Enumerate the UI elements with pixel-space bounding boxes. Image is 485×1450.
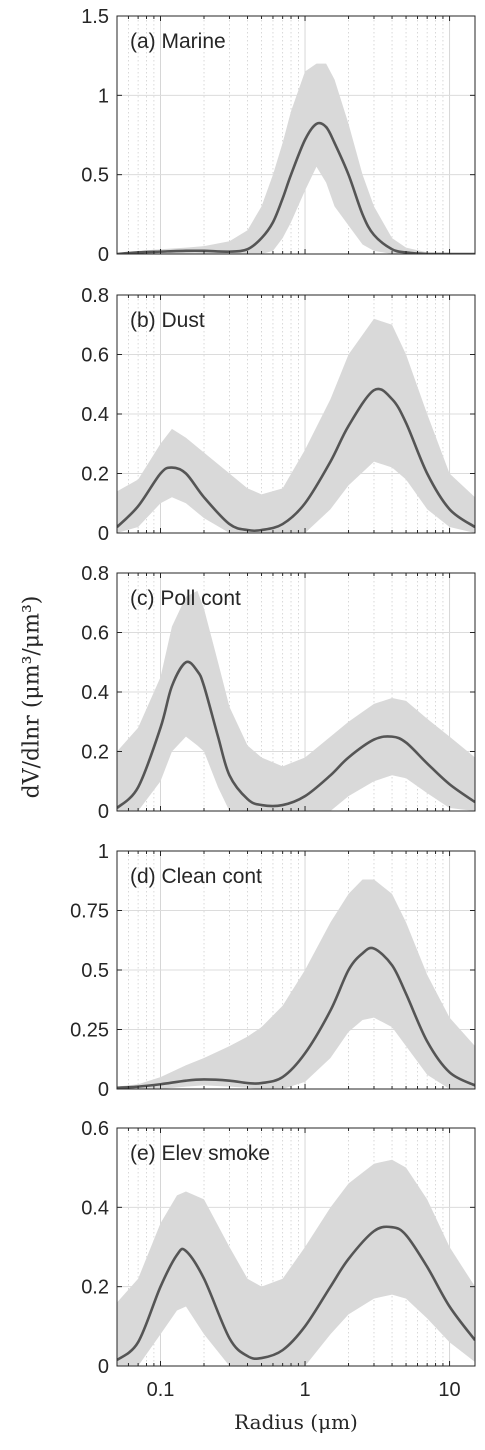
y-tick-label: 1 <box>98 85 109 107</box>
y-tick-label: 0 <box>98 1356 109 1378</box>
panel-5-label: (e) Elev smoke <box>130 1142 270 1165</box>
y-tick-label: 0 <box>98 801 109 823</box>
panel-1: 0 0.5 1 1.5 (a) Marine <box>81 6 476 266</box>
panel-4-median-line <box>117 946 475 1089</box>
y-tick-label: 1.5 <box>81 6 109 28</box>
y-tick-label: 0.2 <box>81 742 109 764</box>
y-tick-label: 0.5 <box>81 165 109 187</box>
panel-2: 0 0.2 0.4 0.6 0.8 (b) Dust <box>81 285 476 545</box>
y-tick-label: 0.25 <box>70 1020 109 1042</box>
panel-5-median-line <box>117 1225 475 1362</box>
panel-1-label: (a) Marine <box>130 30 226 53</box>
y-tick-label: 0.8 <box>81 285 109 307</box>
panel-4-label: (d) Clean cont <box>130 865 262 888</box>
panel-3: 0 0.2 0.4 0.6 0.8 (c) Poll cont <box>81 563 476 823</box>
y-tick-label: 0.5 <box>81 960 109 982</box>
y-tick-label: 0.6 <box>81 1118 109 1140</box>
panel-1-median-line <box>117 121 475 254</box>
y-tick-label: 0 <box>98 523 109 545</box>
y-tick-label: 0.4 <box>81 1197 109 1219</box>
y-tick-label: 1 <box>98 841 109 863</box>
x-tick-label: 0.1 <box>147 1379 175 1401</box>
panel-5-axes-box <box>116 1127 476 1367</box>
y-tick-label: 0.4 <box>81 404 109 426</box>
x-tick-labels: 0.1 1 10 <box>147 1379 461 1401</box>
y-tick-label: 0 <box>98 244 109 266</box>
panel-3-label: (c) Poll cont <box>130 587 241 610</box>
panel-5-spread-band <box>117 1159 475 1366</box>
panel-5: 0 0.2 0.4 0.6 (e) Elev smoke <box>81 1118 476 1378</box>
y-tick-label: 0.2 <box>81 464 109 486</box>
panel-4: 0 0.25 0.5 0.75 1 (d) Clean cont <box>70 841 476 1101</box>
y-tick-label: 0.6 <box>81 345 109 367</box>
x-tick-label: 10 <box>438 1379 460 1401</box>
x-axis-label: Radius (μm) <box>234 1410 358 1434</box>
panel-2-label: (b) Dust <box>130 309 205 332</box>
y-tick-label: 0 <box>98 1079 109 1101</box>
panel-1-axes-box <box>116 15 476 255</box>
y-tick-label: 0.8 <box>81 563 109 585</box>
x-tick-label: 1 <box>299 1379 310 1401</box>
y-tick-label: 0.75 <box>70 901 109 923</box>
panel-2-spread-band <box>117 318 475 533</box>
panel-3-spread-band <box>117 590 475 811</box>
y-tick-label: 0.6 <box>81 623 109 645</box>
panel-4-spread-band <box>117 879 475 1089</box>
y-tick-label: 0.2 <box>81 1277 109 1299</box>
panel-2-median-line <box>117 387 475 533</box>
y-tick-label: 0.4 <box>81 682 109 704</box>
panel-3-median-line <box>117 660 475 810</box>
